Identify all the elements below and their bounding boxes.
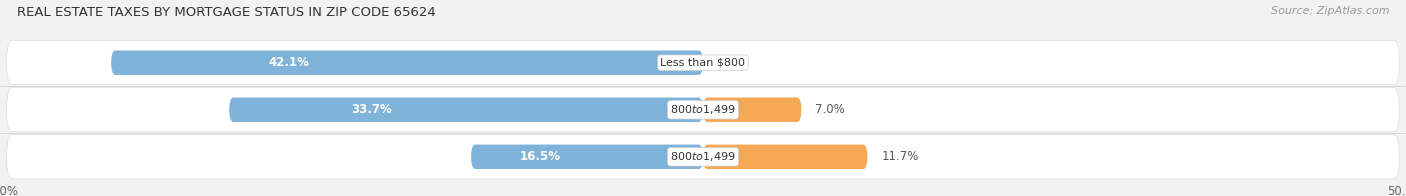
Text: REAL ESTATE TAXES BY MORTGAGE STATUS IN ZIP CODE 65624: REAL ESTATE TAXES BY MORTGAGE STATUS IN …	[17, 6, 436, 19]
FancyBboxPatch shape	[7, 135, 1399, 179]
FancyBboxPatch shape	[7, 88, 1399, 132]
FancyBboxPatch shape	[471, 145, 703, 169]
Text: Less than $800: Less than $800	[661, 58, 745, 68]
Text: 7.0%: 7.0%	[815, 103, 845, 116]
FancyBboxPatch shape	[703, 98, 801, 122]
Text: 11.7%: 11.7%	[882, 150, 920, 163]
Text: $800 to $1,499: $800 to $1,499	[671, 150, 735, 163]
Text: $800 to $1,499: $800 to $1,499	[671, 103, 735, 116]
FancyBboxPatch shape	[7, 41, 1399, 85]
FancyBboxPatch shape	[229, 98, 703, 122]
FancyBboxPatch shape	[703, 145, 868, 169]
Text: Source: ZipAtlas.com: Source: ZipAtlas.com	[1271, 6, 1389, 16]
Text: 42.1%: 42.1%	[269, 56, 309, 69]
FancyBboxPatch shape	[111, 51, 703, 75]
Text: 33.7%: 33.7%	[352, 103, 392, 116]
Text: 16.5%: 16.5%	[520, 150, 561, 163]
Text: 0.0%: 0.0%	[717, 56, 747, 69]
